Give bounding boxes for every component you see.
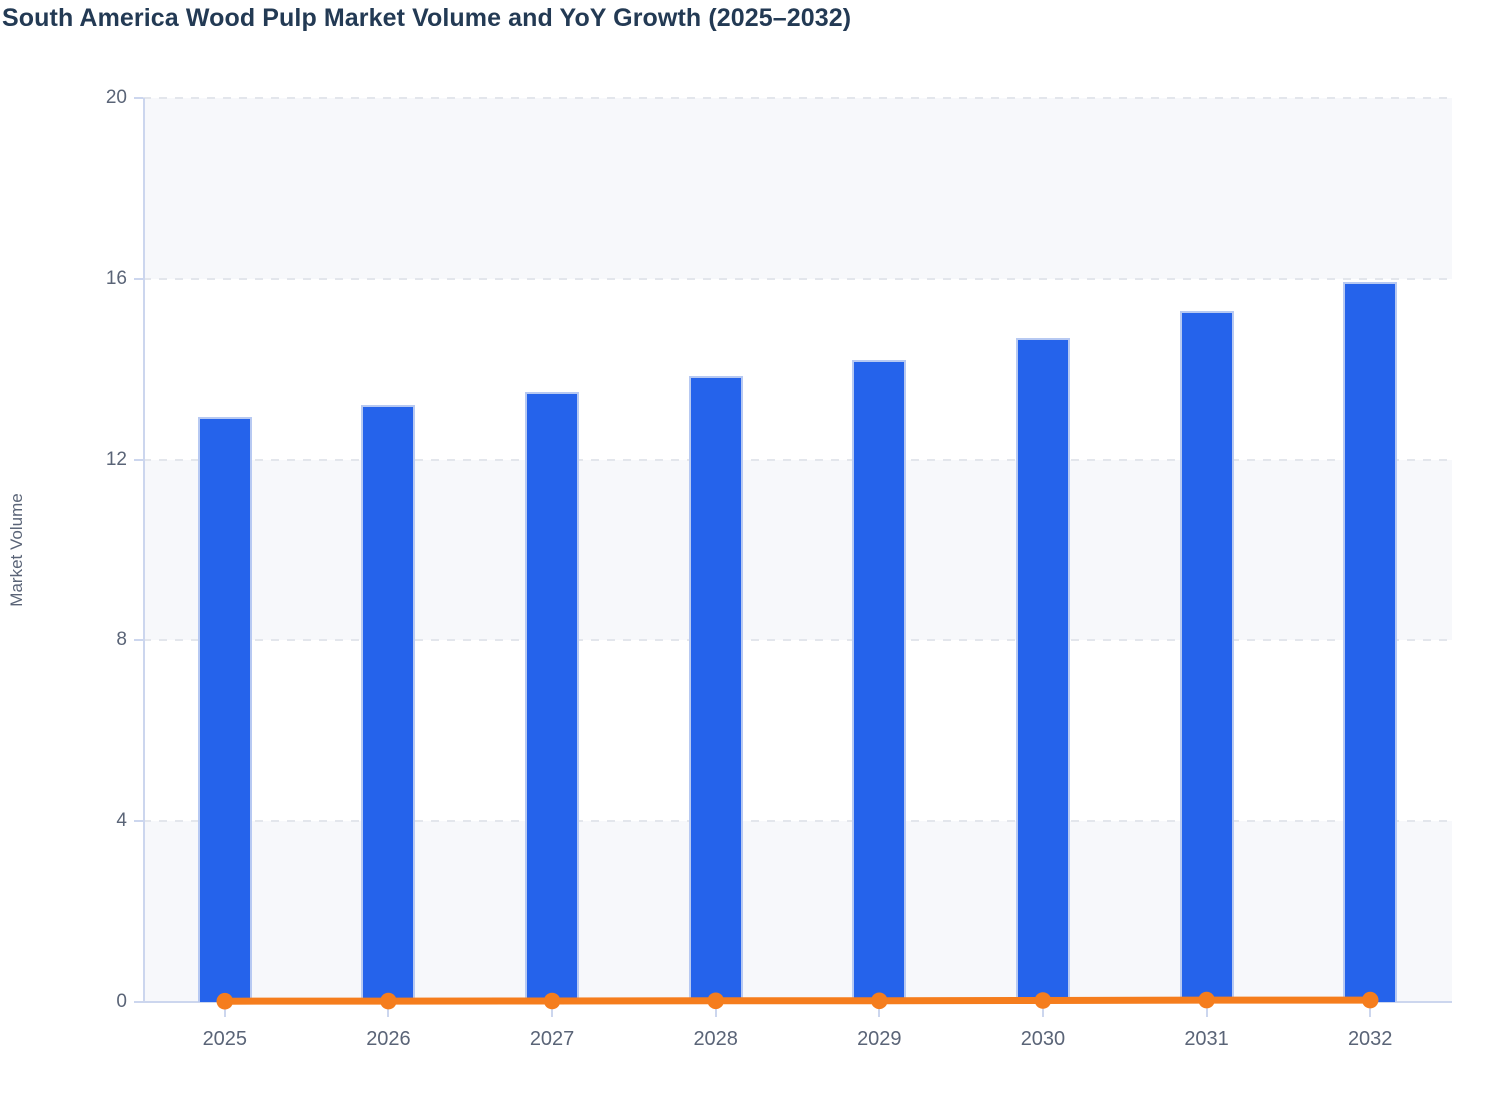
y-tick-mark [134,277,143,280]
y-tick-label: 8 [116,629,127,651]
x-tick-mark [714,1002,717,1017]
bar-2032[interactable] [1343,281,1398,1002]
x-tick-mark [1205,1002,1208,1017]
bar-2026[interactable] [361,405,416,1002]
yoy-point-2031[interactable] [1198,991,1215,1009]
y-axis-line [143,98,145,1002]
x-tick-label-2030: 2030 [1020,1028,1066,1050]
x-tick-mark [551,1002,554,1017]
x-tick-label-2031: 2031 [1184,1028,1229,1050]
yoy-point-2027[interactable] [543,992,561,1010]
yoy-point-2026[interactable] [380,992,397,1010]
yoy-point-2032[interactable] [1361,991,1379,1009]
y-tick-mark [134,97,143,99]
yoy-growth-line[interactable] [221,996,1374,1005]
bar-2025[interactable] [197,417,252,1002]
bar-2031[interactable] [1179,311,1234,1002]
x-tick-mark [878,1002,881,1017]
x-tick-label-2032: 2032 [1347,1028,1393,1050]
y-tick-mark [134,639,143,642]
y-axis-title: Market Volume [7,493,26,607]
y-tick-label: 20 [105,87,127,108]
y-tick-label: 12 [105,448,127,470]
x-tick-label-2027: 2027 [529,1028,575,1050]
yoy-point-2025[interactable] [216,992,234,1010]
x-tick-mark [1369,1002,1372,1017]
chart-title: South America Wood Pulp Market Volume an… [2,4,852,32]
y-tick-label: 0 [116,991,127,1012]
yoy-point-2029[interactable] [871,992,888,1010]
bar-2027[interactable] [525,392,580,1002]
x-tick-mark [223,1002,226,1017]
y-tick-mark [134,458,143,461]
y-tick-label: 4 [116,810,127,832]
x-tick-mark [1041,1002,1044,1017]
yoy-point-2030[interactable] [1034,992,1052,1009]
y-tick-mark [134,820,143,823]
y-tick-mark [134,1001,143,1003]
bar-2029[interactable] [852,359,907,1002]
yoy-growth-line-layer [216,991,1379,1010]
bar-2028[interactable] [688,376,743,1002]
x-tick-mark [387,1002,390,1017]
x-tick-label-2025: 2025 [202,1028,248,1050]
yoy-point-2028[interactable] [707,992,724,1010]
x-tick-label-2026: 2026 [366,1028,411,1050]
y-tick-label: 16 [105,267,127,289]
bar-2030[interactable] [1015,338,1070,1002]
x-tick-label-2028: 2028 [693,1028,738,1050]
plot-area: 0 4 8 12 16 20 2025 2026 2027 2028 2029 2030 2031 203… [106,87,1452,1050]
x-tick-label-2029: 2029 [857,1028,902,1050]
